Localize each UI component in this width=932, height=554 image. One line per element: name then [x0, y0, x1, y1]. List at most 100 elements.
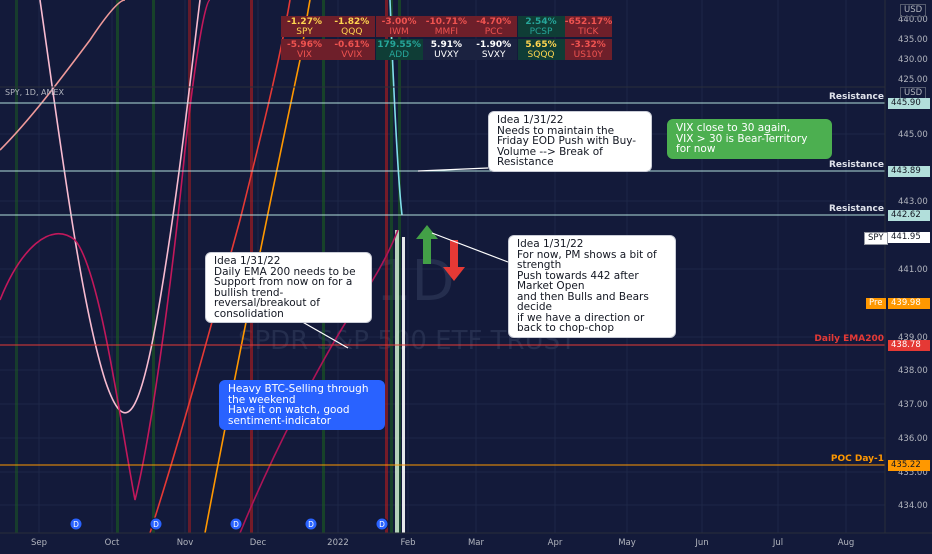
currency-label-main: USD [900, 4, 927, 17]
price-axis[interactable]: 440.00 435.00 430.00 425.00 445.00 443.00 441.… [898, 15, 928, 511]
note-line: if we have a direction or [517, 311, 645, 324]
time-tick: Jun [694, 538, 708, 548]
ticker-value: -652.17% [564, 17, 613, 27]
level-label: Resistance [828, 160, 884, 170]
time-tick: Jul [772, 538, 783, 548]
level-price-badge: 445.90 [888, 98, 930, 109]
ticker-value: -3.32% [570, 40, 606, 50]
ticker-value: -10.71% [425, 17, 467, 27]
note-line: Daily EMA 200 needs to be [214, 265, 356, 278]
ticker-name: PCC [484, 27, 503, 37]
price-tick-lower: 437.00 [898, 400, 928, 410]
level-lines [0, 102, 885, 466]
ticker-cell: -4.70% PCC [470, 16, 518, 37]
ticker-name: ADD [389, 50, 410, 60]
price-tick-lower: 445.00 [898, 130, 928, 140]
note-line: Heavy BTC-Selling through [228, 383, 369, 395]
vix-note[interactable]: VIX close to 30 again, VIX > 30 is Bear-T… [667, 119, 832, 159]
idea-note-resistance[interactable]: Idea 1/31/22 Needs to maintain the Friday … [488, 111, 652, 172]
level-price-badge: 435.22 [888, 460, 930, 471]
dividend-marker[interactable]: D [149, 517, 163, 531]
time-tick: May [618, 538, 636, 548]
ticker-name: SVXY [481, 50, 506, 60]
price-tick-upper: 425.00 [898, 75, 928, 85]
note-line: For now, PM shows a bit of [517, 248, 657, 261]
time-tick: Mar [468, 538, 485, 548]
note-line: reversal/breakout of [214, 297, 320, 309]
price-tick-upper: 430.00 [898, 55, 928, 65]
note-line: Idea 1/31/22 [517, 238, 584, 250]
ticker-cell: -3.32% US10Y [564, 39, 612, 60]
note-line: Idea 1/31/22 [214, 255, 281, 267]
note-line: sentiment-indicator [228, 414, 332, 427]
note-line: decide [517, 301, 552, 313]
time-tick: Apr [548, 538, 563, 548]
arrow-up-icon [416, 225, 438, 264]
level-label: Daily EMA200 [814, 334, 884, 344]
ticker-cell: 179.55% ADD [375, 39, 423, 60]
ticker-value: -1.27% [287, 17, 322, 27]
note-line: Volume --> Break of [497, 145, 603, 158]
ticker-value: 5.91% [430, 40, 462, 50]
ticker-name: QQQ [341, 27, 363, 37]
time-tick: 2022 [327, 538, 349, 548]
ticker-value: -5.96% [287, 40, 322, 50]
idea-note-ema200[interactable]: Idea 1/31/22 Daily EMA 200 needs to be Sup… [205, 252, 372, 323]
note-line: bullish trend- [214, 286, 284, 299]
btc-selling-note[interactable]: Heavy BTC-Selling through the weekend Have… [219, 380, 385, 430]
spy-price-badge: 441.95 [888, 232, 930, 243]
ticker-name: TICK [578, 27, 599, 37]
note-line: consolidation [214, 307, 284, 320]
ticker-value: -1.82% [334, 17, 370, 27]
time-tick: Aug [838, 538, 855, 548]
note-line: Friday EOD Push with Buy- [497, 135, 637, 147]
svg-text:D: D [73, 520, 79, 529]
note-line: Push towards 442 after [517, 269, 639, 282]
note-line: the weekend [228, 393, 296, 406]
time-tick: Feb [400, 538, 415, 548]
ticker-cell: -1.27% SPY [281, 16, 328, 37]
ticker-name: VVIX [341, 50, 363, 60]
note-line: VIX > 30 is Bear-Territory [676, 132, 808, 145]
ticker-name: IWM [389, 27, 409, 37]
ticker-cell: -0.61% VVIX [328, 39, 376, 60]
ticker-name: VIX [297, 50, 312, 60]
time-tick: Oct [105, 538, 120, 548]
note-line: Support from now on for a [214, 276, 353, 288]
ticker-name: US10Y [573, 50, 603, 60]
symbol-label: SPY, 1D, AMEX [5, 88, 64, 97]
ticker-name: MMFI [434, 27, 459, 37]
price-tick-lower: 438.00 [898, 366, 928, 376]
note-line: for now [676, 143, 716, 155]
dividend-marker[interactable]: D [69, 517, 83, 531]
pre-label-badge: Pre [866, 298, 886, 309]
svg-text:D: D [379, 520, 385, 529]
svg-text:D: D [308, 520, 314, 529]
dividend-marker[interactable]: D [229, 517, 243, 531]
note-line: Have it on watch, good [228, 404, 350, 416]
dividend-marker[interactable]: D [375, 517, 389, 531]
time-axis[interactable]: Sep Oct Nov Dec 2022 Feb Mar Apr May Jun Jul Aug [31, 538, 854, 548]
level-price-badge: 443.89 [888, 166, 930, 177]
dividend-marker[interactable]: D [304, 517, 318, 531]
price-tick-lower: 439.00 [898, 333, 928, 343]
note-line: strength [517, 259, 562, 271]
idea-note-premarket[interactable]: Idea 1/31/22 For now, PM shows a bit of st… [508, 235, 676, 338]
ticker-value: 5.65% [525, 40, 557, 50]
ticker-cell: 5.91% UVXY [422, 39, 470, 60]
ticker-value: 2.54% [525, 17, 557, 27]
ticker-name: SQQQ [527, 50, 555, 60]
ticker-value: -1.90% [476, 40, 512, 50]
level-label: Resistance [828, 92, 884, 102]
note-line: Idea 1/31/22 [497, 114, 564, 126]
note-line: Resistance [497, 156, 554, 168]
time-tick: Sep [31, 538, 47, 548]
pre-price-badge: 439.98 [888, 298, 930, 309]
ticker-cell: -1.90% SVXY [470, 39, 518, 60]
price-tick-lower: 435.00 [898, 468, 928, 478]
note-line: and then Bulls and Bears [517, 290, 649, 303]
ticker-value: -0.61% [334, 40, 370, 50]
